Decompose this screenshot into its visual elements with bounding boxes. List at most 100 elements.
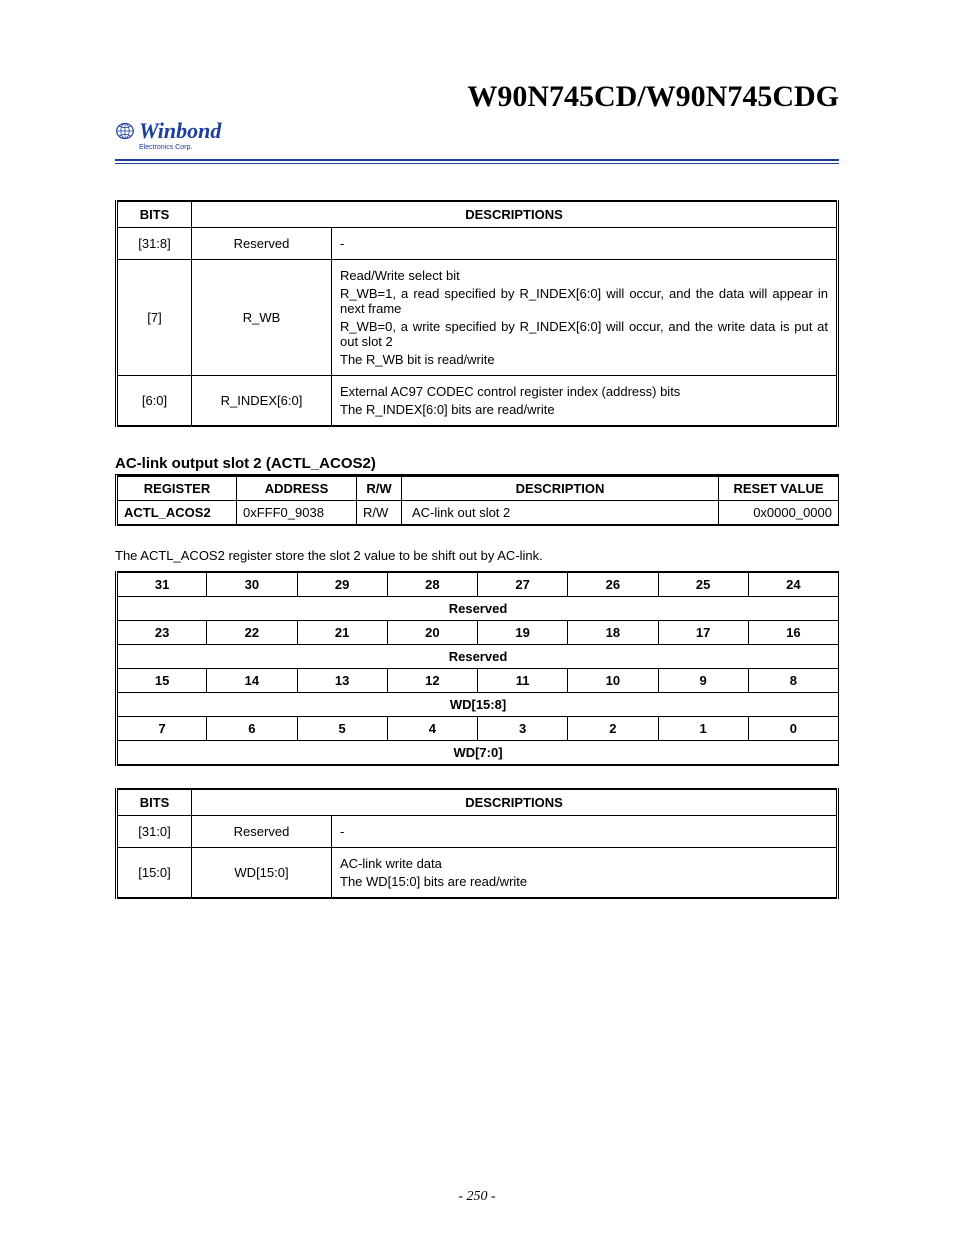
- bit-number: 20: [387, 621, 477, 645]
- desc-line: The WD[15:0] bits are read/write: [340, 874, 828, 889]
- bit-number: 30: [207, 572, 297, 597]
- desc-line: AC-link write data: [340, 856, 828, 871]
- desc-line: -: [340, 824, 828, 839]
- logo-subtitle: Electronics Corp.: [139, 144, 839, 151]
- cell-description: AC-link out slot 2: [402, 501, 719, 526]
- th-reset: RESET VALUE: [719, 476, 839, 501]
- bit-number: 18: [568, 621, 658, 645]
- cell-reset: 0x0000_0000: [719, 501, 839, 526]
- bit-number: 16: [748, 621, 838, 645]
- register-summary-table: REGISTER ADDRESS R/W DESCRIPTION RESET V…: [115, 475, 839, 526]
- th-register: REGISTER: [117, 476, 237, 501]
- bit-number: 2: [568, 717, 658, 741]
- bit-number: 6: [207, 717, 297, 741]
- cell-bits: [31:0]: [117, 816, 192, 848]
- cell-description: AC-link write data The WD[15:0] bits are …: [332, 848, 838, 899]
- section-title: AC-link output slot 2 (ACTL_ACOS2): [115, 455, 839, 475]
- bit-field-row: WD[7:0]: [117, 741, 839, 766]
- bit-number: 28: [387, 572, 477, 597]
- bit-number: 29: [297, 572, 387, 597]
- th-bits: BITS: [117, 789, 192, 816]
- bit-number: 24: [748, 572, 838, 597]
- bit-number: 11: [478, 669, 568, 693]
- cell-bits: [31:8]: [117, 228, 192, 260]
- desc-line: The R_INDEX[6:0] bits are read/write: [340, 402, 828, 417]
- table-row: [15:0]WD[15:0] AC-link write data The WD[1…: [117, 848, 838, 899]
- bits-description-table-2: BITS DESCRIPTIONS [31:0]Reserved-[15:0]W…: [115, 788, 839, 899]
- cell-field-name: WD[15:0]: [192, 848, 332, 899]
- bit-number: 7: [117, 717, 207, 741]
- th-description: DESCRIPTION: [402, 476, 719, 501]
- bit-number: 1: [658, 717, 748, 741]
- bit-number: 8: [748, 669, 838, 693]
- cell-description: Read/Write select bit R_WB=1, a read spec…: [332, 260, 838, 376]
- desc-line: -: [340, 236, 828, 251]
- header-rule-thick: [115, 159, 839, 161]
- bit-number: 0: [748, 717, 838, 741]
- bit-number: 10: [568, 669, 658, 693]
- bit-field-row: WD[15:8]: [117, 693, 839, 717]
- bits-description-table-1: BITS DESCRIPTIONS [31:8]Reserved-[7]R_WB…: [115, 200, 839, 427]
- header-rule-thin: [115, 163, 839, 164]
- bit-field-name: WD[7:0]: [117, 741, 839, 766]
- bit-number: 14: [207, 669, 297, 693]
- bit-number-row: 3130292827262524: [117, 572, 839, 597]
- bit-number: 25: [658, 572, 748, 597]
- bit-number: 31: [117, 572, 207, 597]
- cell-field-name: R_WB: [192, 260, 332, 376]
- th-bits: BITS: [117, 201, 192, 228]
- bit-field-row: Reserved: [117, 597, 839, 621]
- cell-field-name: Reserved: [192, 228, 332, 260]
- th-rw: R/W: [357, 476, 402, 501]
- cell-description: External AC97 CODEC control register ind…: [332, 376, 838, 427]
- bit-number: 17: [658, 621, 748, 645]
- doc-title: W90N745CD/W90N745CDG: [115, 80, 839, 114]
- bit-number: 26: [568, 572, 658, 597]
- bit-number: 15: [117, 669, 207, 693]
- bit-number-row: 2322212019181716: [117, 621, 839, 645]
- bit-field-name: WD[15:8]: [117, 693, 839, 717]
- table-row: [7]R_WB Read/Write select bit R_WB=1, a re…: [117, 260, 838, 376]
- paragraph: The ACTL_ACOS2 register store the slot 2…: [115, 548, 839, 563]
- cell-field-name: R_INDEX[6:0]: [192, 376, 332, 427]
- bit-number: 3: [478, 717, 568, 741]
- th-desc: DESCRIPTIONS: [192, 789, 838, 816]
- bit-number: 23: [117, 621, 207, 645]
- page-number: - 250 -: [0, 1189, 954, 1205]
- desc-line: R_WB=1, a read specified by R_INDEX[6:0]…: [340, 286, 828, 316]
- bit-number: 22: [207, 621, 297, 645]
- th-desc: DESCRIPTIONS: [192, 201, 838, 228]
- globe-icon: [115, 121, 135, 141]
- bit-number: 4: [387, 717, 477, 741]
- logo: Winbond: [115, 120, 839, 142]
- cell-rw: R/W: [357, 501, 402, 526]
- logo-text: Winbond: [139, 120, 221, 142]
- cell-description: -: [332, 816, 838, 848]
- bit-number: 27: [478, 572, 568, 597]
- cell-bits: [15:0]: [117, 848, 192, 899]
- bit-field-row: Reserved: [117, 645, 839, 669]
- desc-line: R_WB=0, a write specified by R_INDEX[6:0…: [340, 319, 828, 349]
- cell-description: -: [332, 228, 838, 260]
- desc-line: The R_WB bit is read/write: [340, 352, 828, 367]
- table-row: [6:0]R_INDEX[6:0]External AC97 CODEC con…: [117, 376, 838, 427]
- desc-line: Read/Write select bit: [340, 268, 828, 283]
- bit-number-row: 15141312111098: [117, 669, 839, 693]
- bit-field-name: Reserved: [117, 645, 839, 669]
- table-row: [31:0]Reserved-: [117, 816, 838, 848]
- cell-field-name: Reserved: [192, 816, 332, 848]
- table-row: [31:8]Reserved-: [117, 228, 838, 260]
- bit-number-row: 76543210: [117, 717, 839, 741]
- bit-layout-table: 3130292827262524Reserved2322212019181716…: [115, 571, 839, 766]
- cell-bits: [6:0]: [117, 376, 192, 427]
- th-address: ADDRESS: [237, 476, 357, 501]
- bit-field-name: Reserved: [117, 597, 839, 621]
- register-row: ACTL_ACOS2 0xFFF0_9038 R/W AC-link out s…: [117, 501, 839, 526]
- cell-bits: [7]: [117, 260, 192, 376]
- bit-number: 19: [478, 621, 568, 645]
- bit-number: 12: [387, 669, 477, 693]
- bit-number: 13: [297, 669, 387, 693]
- cell-address: 0xFFF0_9038: [237, 501, 357, 526]
- cell-register: ACTL_ACOS2: [117, 501, 237, 526]
- bit-number: 5: [297, 717, 387, 741]
